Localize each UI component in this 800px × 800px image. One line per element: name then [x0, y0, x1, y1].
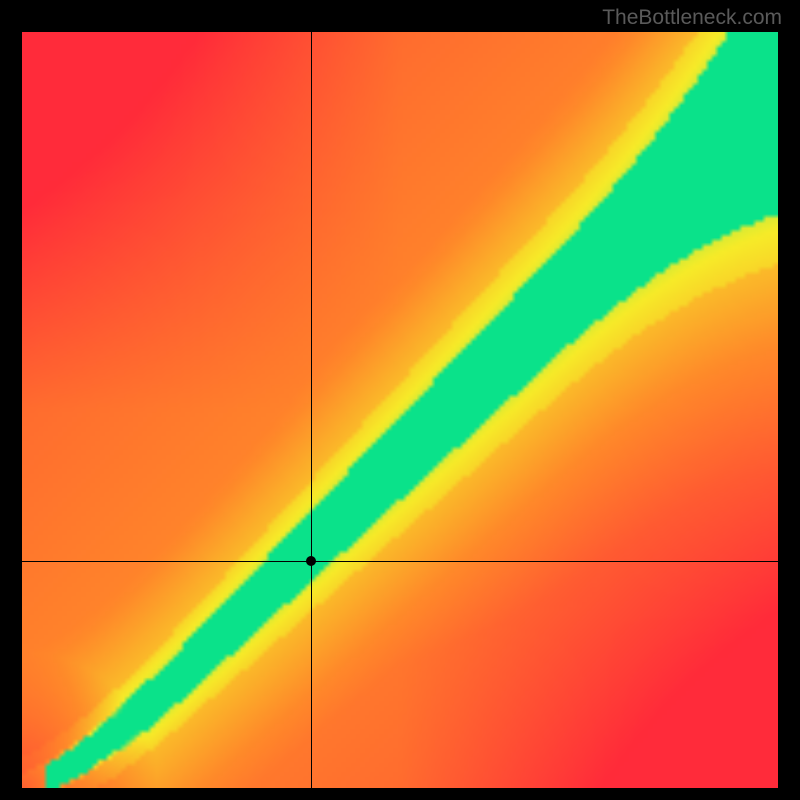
- heatmap-canvas: [22, 32, 778, 788]
- bottleneck-heatmap-plot: [22, 32, 778, 788]
- crosshair-horizontal: [22, 561, 778, 562]
- watermark-text: TheBottleneck.com: [602, 6, 782, 30]
- crosshair-marker: [306, 556, 316, 566]
- crosshair-vertical: [311, 32, 312, 788]
